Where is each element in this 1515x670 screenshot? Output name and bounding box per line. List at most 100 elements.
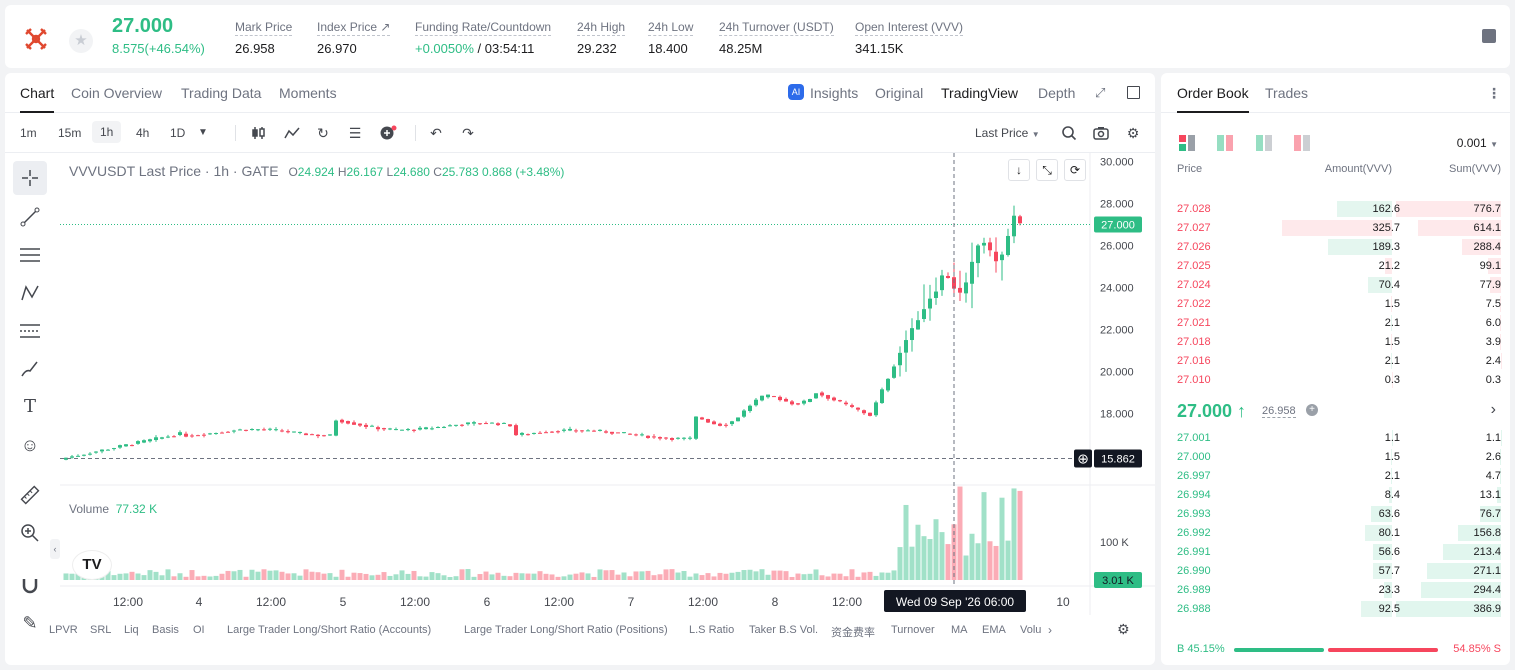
tab-tradingview[interactable]: TradingView [941,85,1019,101]
bid-row[interactable]: 26.997 2.1 4.7 [1161,467,1510,486]
chevron-right-icon[interactable]: › [1490,401,1496,418]
ask-row[interactable]: 27.016 2.1 2.4 [1161,352,1510,371]
redo-icon[interactable]: ↷ [462,125,474,141]
expand-icon[interactable]: ⤢ [1095,85,1106,100]
bid-row[interactable]: 26.988 92.5 386.9 [1161,600,1510,619]
more-menu-icon[interactable]: ⋮ [1487,85,1501,101]
indicator-tab[interactable]: Basis [152,624,179,636]
ask-row[interactable]: 27.027 325.7 614.1 [1161,219,1510,238]
bid-row[interactable]: 26.992 80.1 156.8 [1161,524,1510,543]
interval-4h[interactable]: 4h [136,126,150,140]
chart-settings-icon[interactable]: ⚙ [1117,621,1130,637]
ask-row[interactable]: 27.018 1.5 3.9 [1161,333,1510,352]
indicator-tab[interactable]: EMA [982,624,1006,636]
view-asks-icon[interactable] [1294,135,1311,151]
fib-tool-icon[interactable] [13,238,47,272]
indicator-tab[interactable]: 资金费率 [831,627,875,639]
ask-row[interactable]: 27.028 162.6 776.7 [1161,200,1510,219]
bid-row[interactable]: 27.000 1.5 2.6 [1161,448,1510,467]
mark-price-info-icon[interactable]: + [1306,404,1318,416]
bid-row[interactable]: 26.993 63.6 76.7 [1161,505,1510,524]
camera-icon[interactable] [1093,125,1109,141]
favorite-star-icon[interactable]: ★ [69,29,93,53]
search-icon[interactable] [1061,125,1077,141]
view-split-icon[interactable] [1217,135,1234,151]
sum-cell: 614.1 [1473,222,1501,234]
price-type-select[interactable]: Last Price ▼ [975,126,1040,140]
view-both-icon[interactable] [1179,135,1195,151]
bid-row[interactable]: 27.001 1.1 1.1 [1161,429,1510,448]
indicator-tab[interactable]: L.S Ratio [689,624,735,636]
tab-coin-overview[interactable]: Coin Overview [71,85,163,101]
ask-row[interactable]: 27.021 2.1 6.0 [1161,314,1510,333]
indicator-tab[interactable]: Large Trader Long/Short Ratio (Positions… [464,624,668,636]
collapse-icon[interactable]: ⤡ [1036,159,1058,181]
ask-row[interactable]: 27.024 70.4 77.9 [1161,276,1510,295]
interval-1h[interactable]: 1h [92,121,122,143]
window-icon[interactable] [1127,86,1140,99]
precision-select[interactable]: 0.001 ▼ [1456,136,1498,150]
ask-row[interactable]: 27.026 189.3 288.4 [1161,238,1510,257]
tab-trading-data[interactable]: Trading Data [181,85,262,101]
candlestick-chart[interactable]: 30.000 28.000 26.000 24.000 22.000 20.000 18.0… [60,153,1155,615]
candle-body [370,425,374,427]
indicator-tab[interactable]: LPVR [49,624,78,636]
bid-row[interactable]: 26.991 56.6 213.4 [1161,543,1510,562]
prediction-tool-icon[interactable] [13,314,47,348]
view-bids-icon[interactable] [1255,135,1272,151]
indicator-tab[interactable]: Large Trader Long/Short Ratio (Accounts) [227,624,432,636]
sum-cell: 288.4 [1473,241,1501,253]
bid-row[interactable]: 26.989 23.3 294.4 [1161,581,1510,600]
tab-order-book[interactable]: Order Book [1177,85,1249,113]
bid-row[interactable]: 26.990 57.7 271.1 [1161,562,1510,581]
stat-24h-high: 24h High 29.232 [577,20,626,56]
indicator-tab[interactable]: Taker B.S Vol. [749,624,819,636]
tab-chart[interactable]: Chart [20,85,55,113]
interval-1d[interactable]: 1D [170,126,186,140]
indicator-tab[interactable]: Liq [124,624,139,636]
collapse-sidebar-icon[interactable]: ‹ [50,539,60,559]
tab-moments[interactable]: Moments [279,85,337,101]
crosshair-tool-icon[interactable] [13,161,47,195]
interval-15m[interactable]: 15m [58,126,82,140]
indicator-tab[interactable]: OI [193,624,205,636]
pencil-lock-icon[interactable]: ✎ [22,613,38,633]
ask-row[interactable]: 27.010 0.3 0.3 [1161,371,1510,390]
scroll-down-icon[interactable]: ↓ [1008,159,1030,181]
undo-icon[interactable]: ↶ [430,125,442,141]
tradingview-logo[interactable]: TV [73,551,111,579]
magnet-icon[interactable] [13,568,47,602]
interval-dropdown-icon[interactable]: ▼ [198,127,208,138]
document-icon[interactable] [1482,29,1496,43]
indicator-tab[interactable]: MA [951,624,968,636]
tab-original[interactable]: Original [875,85,924,101]
stat-index-price[interactable]: Index Price ↗ 26.970 [317,20,391,56]
refresh-icon[interactable]: ⟳ [1064,159,1086,181]
text-tool-icon[interactable]: T [23,396,36,417]
indicator-tab[interactable]: SRL [90,624,112,636]
chevron-right-icon[interactable]: › [1048,623,1052,637]
zoom-in-icon[interactable] [13,516,47,550]
alert-add-icon[interactable] [379,125,397,141]
ask-row[interactable]: 27.022 1.5 7.5 [1161,295,1510,314]
template-icon[interactable]: ☰ [348,125,362,141]
tab-trades[interactable]: Trades [1265,85,1309,101]
volume-bar [303,569,309,580]
indicators-icon[interactable] [284,125,300,141]
trendline-tool-icon[interactable] [13,200,47,234]
pattern-tool-icon[interactable] [13,276,47,310]
ask-row[interactable]: 27.025 21.2 99.1 [1161,257,1510,276]
settings-gear-icon[interactable]: ⚙ [1126,125,1140,141]
ruler-tool-icon[interactable] [13,478,47,512]
candle-type-icon[interactable] [251,125,267,141]
brush-tool-icon[interactable] [13,352,47,386]
indicator-tab[interactable]: Volu [1020,624,1042,636]
tab-insights[interactable]: Insights [810,85,859,101]
replay-icon[interactable]: ↻ [317,125,329,141]
emoji-tool-icon[interactable]: ☺ [20,435,40,455]
tab-depth[interactable]: Depth [1038,85,1076,101]
indicator-tab[interactable]: Turnover [891,624,935,636]
bid-row[interactable]: 26.994 8.4 13.1 [1161,486,1510,505]
interval-1m[interactable]: 1m [20,126,37,140]
sum-depth-bar [1497,487,1501,503]
